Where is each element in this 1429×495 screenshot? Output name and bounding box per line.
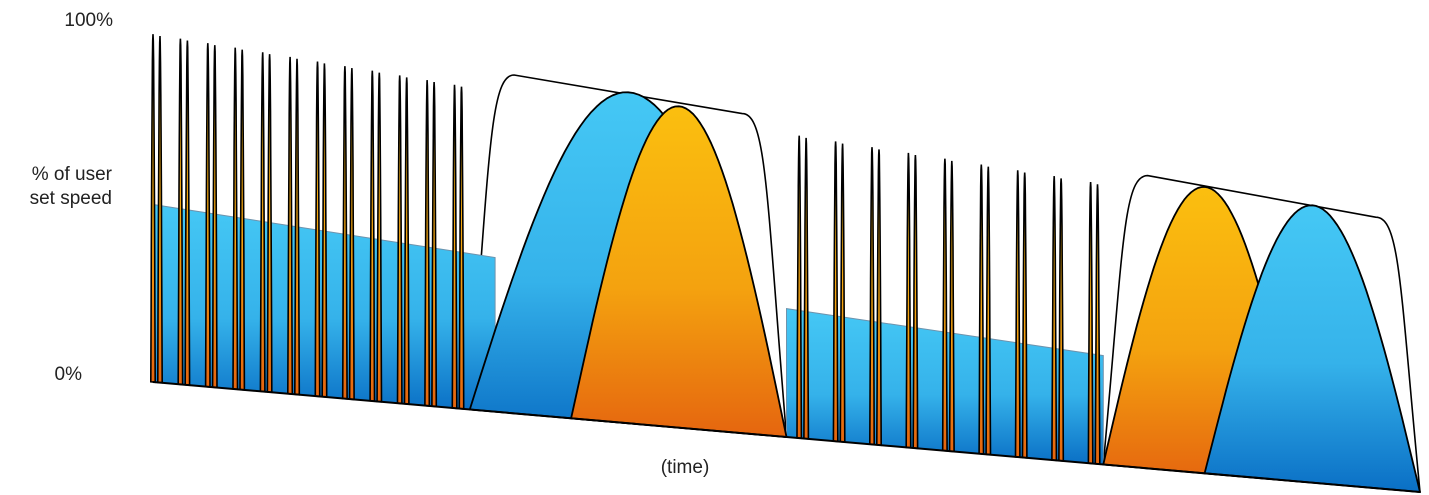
spike-g1-11 [286,56,294,395]
spike-layer [149,34,1101,466]
arch-orange-2 [570,105,788,438]
spike-g1-21 [424,80,431,407]
spike-g2-1 [796,135,803,440]
y-tick-0: 0% [54,364,82,385]
spike-g2-4 [839,143,846,443]
spike-g2-16 [1058,178,1065,462]
spike-g1-12 [293,58,301,396]
spike-g1-5 [204,43,211,388]
spike-g2-6 [875,149,883,447]
spike-g2-15 [1051,176,1058,462]
arch-layer [468,91,1421,493]
arch-blue-4 [1203,204,1421,493]
spike-g1-22 [431,81,438,408]
spike-g1-14 [321,63,328,398]
spike-g1-7 [232,47,239,391]
spike-g1-20 [403,77,410,406]
spike-g2-11 [978,164,985,455]
spike-g1-18 [376,72,383,403]
x-axis-label: (time) [660,457,710,478]
spike-g1-16 [348,68,355,401]
spike-g2-14 [1021,172,1028,459]
spike-g2-10 [948,160,955,453]
y-tick-100: 100% [64,10,113,31]
y-axis-label-line1: % of user [31,164,112,185]
spike-g1-1 [149,34,157,384]
y-axis-label: % of user set speed [0,163,112,211]
spike-g1-17 [369,70,376,403]
spike-g1-6 [211,45,218,389]
spike-g2-9 [941,158,948,452]
spike-g1-15 [341,66,348,400]
spike-g1-2 [156,35,164,384]
spike-g1-13 [314,61,321,398]
spike-g1-3 [177,38,184,386]
spike-g2-13 [1014,170,1021,459]
spike-g2-17 [1087,181,1094,465]
spike-g1-23 [451,84,458,410]
spike-g1-19 [396,75,403,405]
spike-g2-7 [905,152,912,449]
spike-g2-2 [803,137,810,440]
spike-g2-3 [832,141,839,443]
spike-g2-12 [985,166,992,456]
spike-g1-8 [239,49,246,391]
spike-g1-24 [458,86,465,410]
spike-g2-5 [868,147,876,446]
spike-g1-4 [184,40,191,387]
spike-g2-8 [912,155,919,450]
spike-g1-10 [266,54,273,394]
spike-g1-9 [259,52,266,393]
spike-g2-18 [1094,184,1101,466]
y-axis-label-line2: set speed [29,188,112,209]
x-axis-line [152,381,1421,493]
x-axis-layer [152,381,1421,493]
